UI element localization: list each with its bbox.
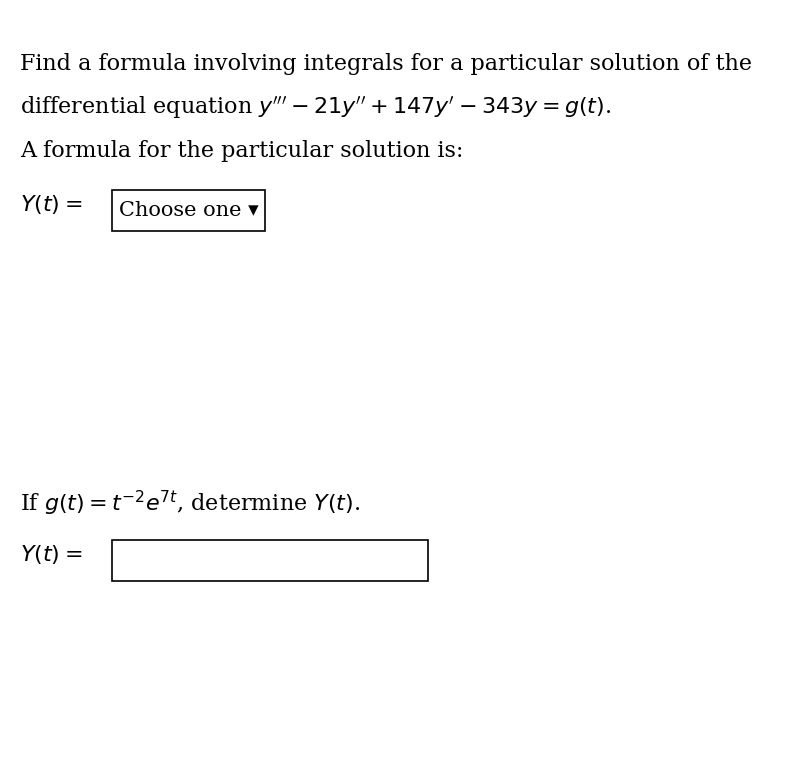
FancyBboxPatch shape (112, 540, 428, 581)
Text: $Y(t) = $: $Y(t) = $ (20, 193, 83, 216)
FancyBboxPatch shape (112, 190, 265, 231)
Text: If $g(t) = t^{-2}e^{7t}$, determine $Y(t)$.: If $g(t) = t^{-2}e^{7t}$, determine $Y(t… (20, 489, 361, 518)
Text: Find a formula involving integrals for a particular solution of the: Find a formula involving integrals for a… (20, 53, 752, 75)
Text: Choose one ▾: Choose one ▾ (118, 201, 259, 220)
Text: $Y(t) = $: $Y(t) = $ (20, 543, 83, 566)
Text: differential equation $y''' - 21y'' + 147y' - 343y = g(t)$.: differential equation $y''' - 21y'' + 14… (20, 95, 612, 121)
Text: A formula for the particular solution is:: A formula for the particular solution is… (20, 140, 463, 162)
